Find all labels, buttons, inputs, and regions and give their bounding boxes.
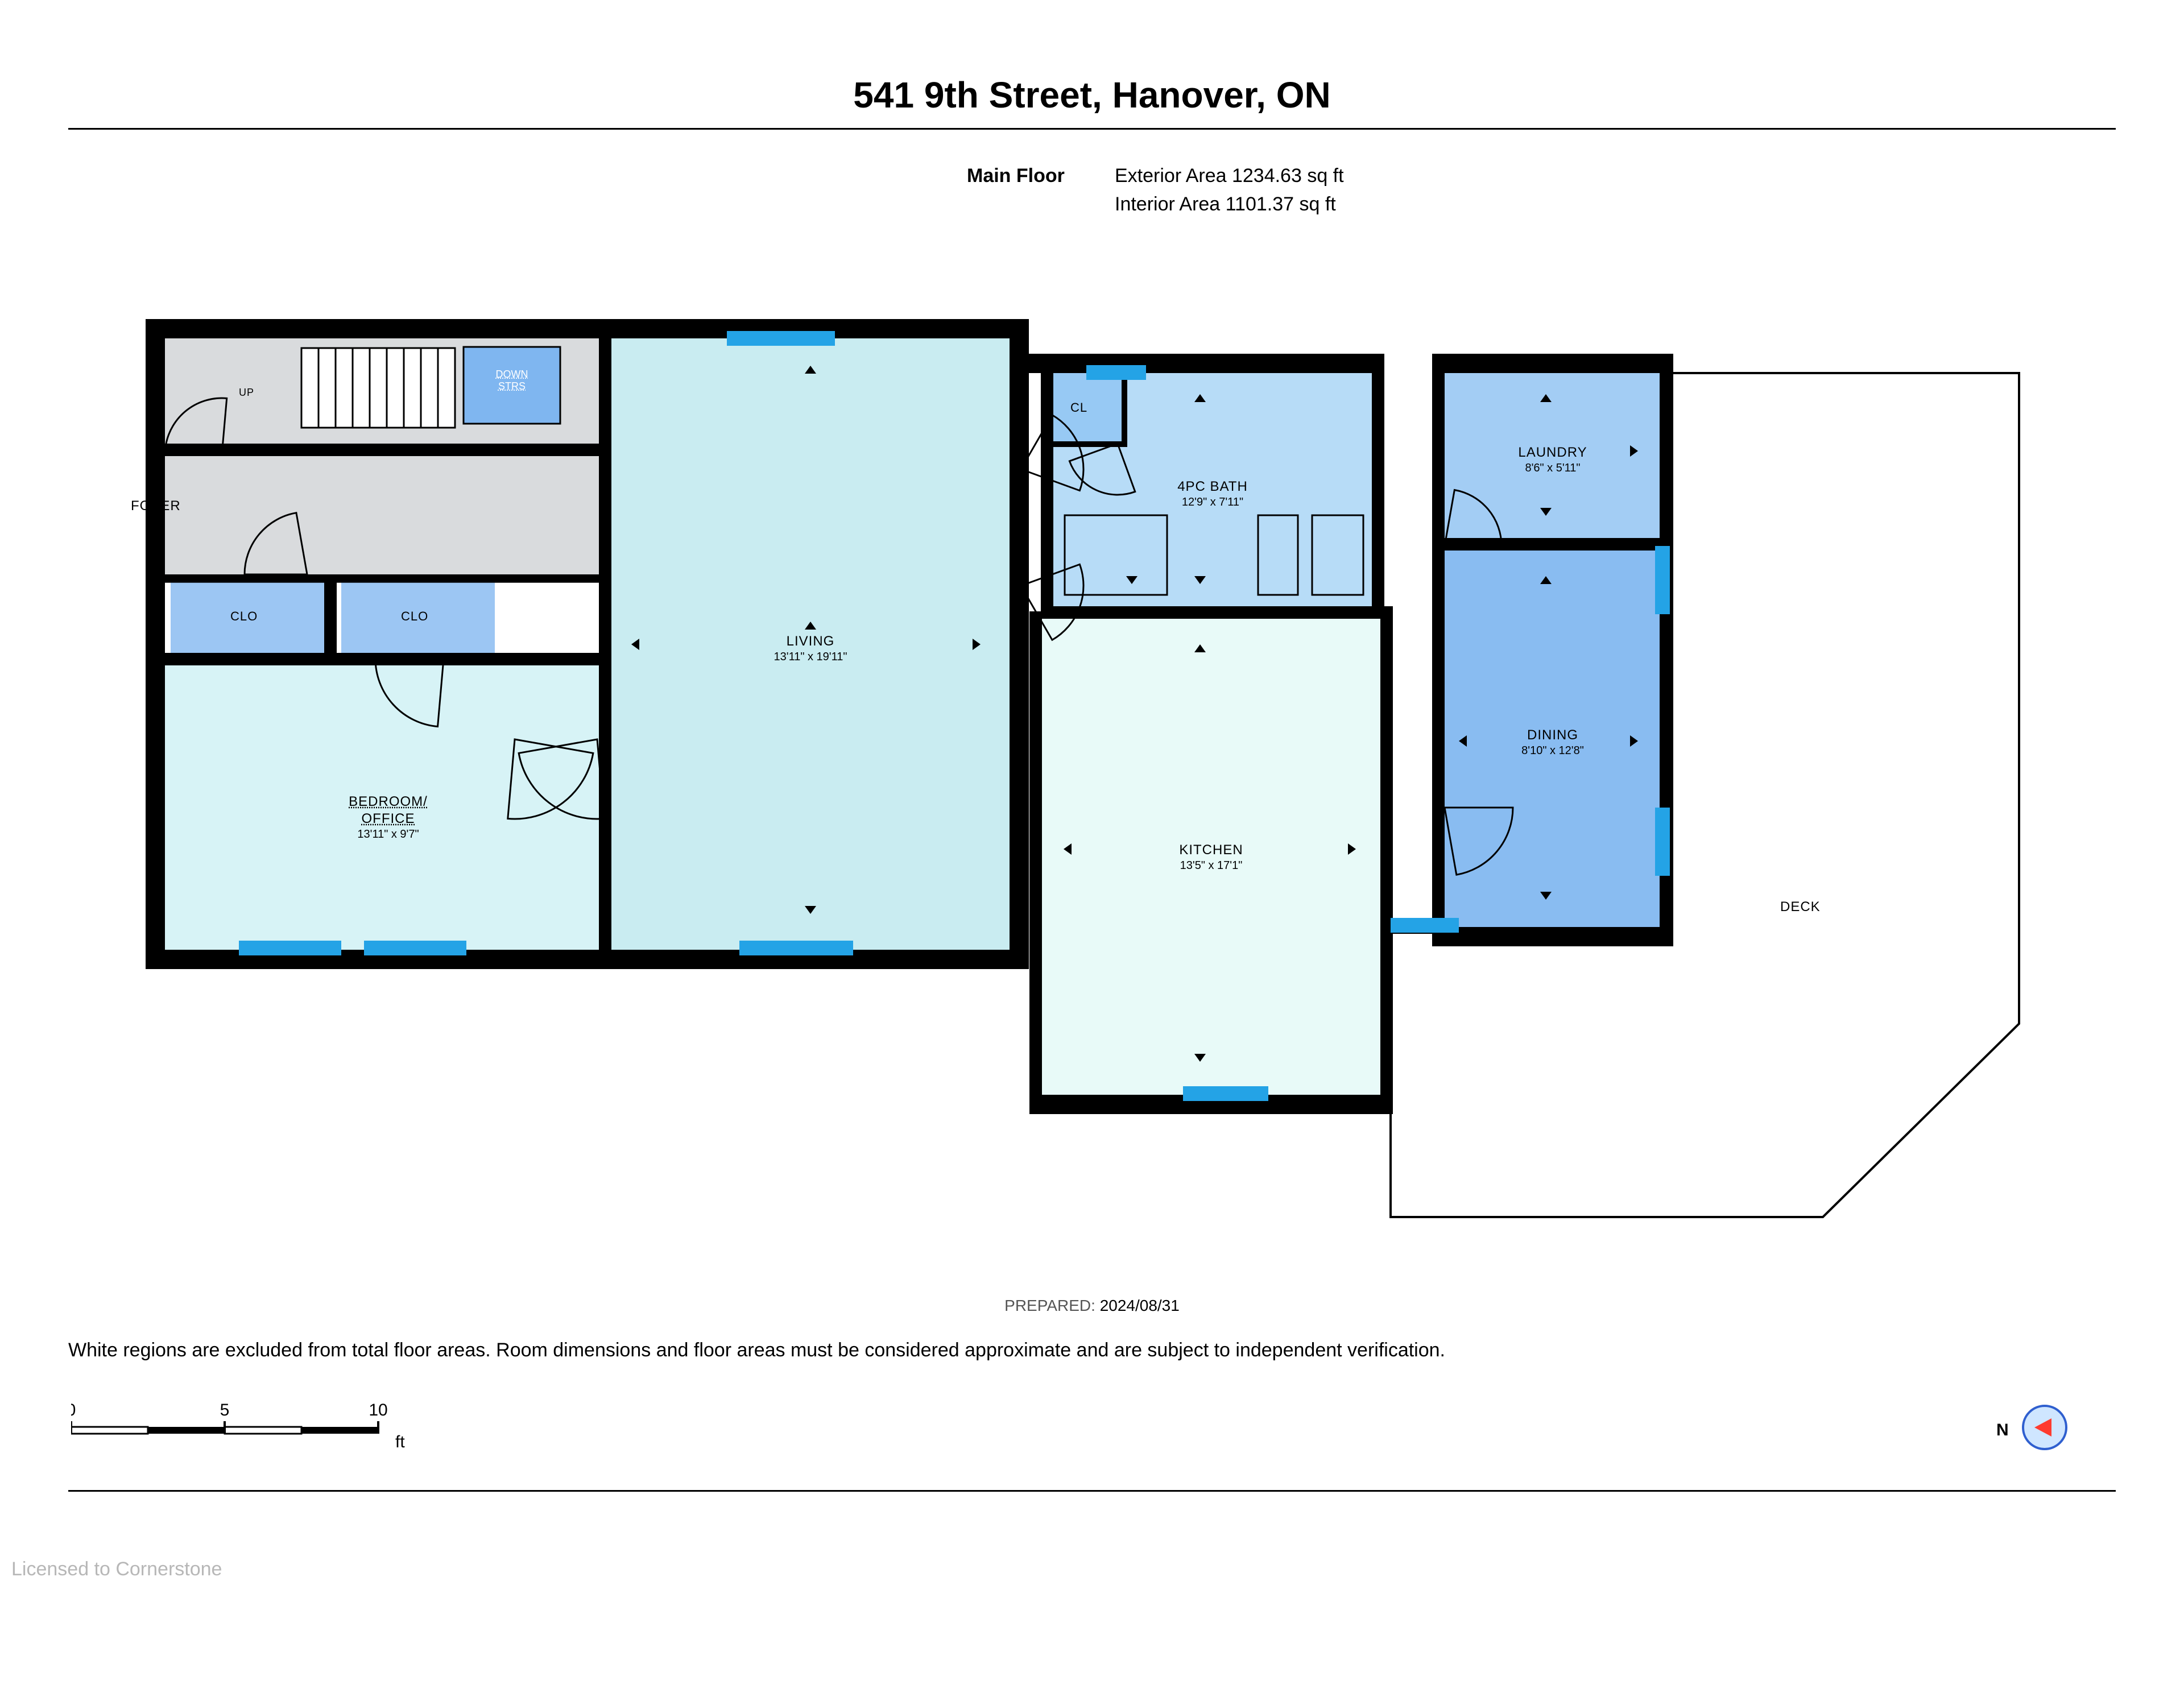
label-up: UP (239, 387, 254, 399)
label-clo-left: CLO (230, 609, 258, 624)
label-laundry: LAUNDRY8'6" x 5'11" (1467, 444, 1638, 475)
dimension-arrow (1348, 843, 1356, 855)
dimension-arrow (805, 906, 816, 914)
license-text: Licensed to Cornerstone (11, 1558, 222, 1580)
label-foyer: FOYER (131, 498, 301, 515)
dimension-arrow (1540, 576, 1552, 584)
dimension-arrow (1194, 576, 1206, 584)
prepared-date: 2024/08/31 (1100, 1297, 1180, 1314)
label-bath: 4PC BATH12'9" x 7'11" (1127, 478, 1298, 510)
dimension-arrow (1540, 892, 1552, 900)
label-kitchen: KITCHEN13'5" x 17'1" (1126, 842, 1297, 873)
prepared-line: PREPARED: 2024/08/31 (0, 1297, 2184, 1315)
footer-rule (68, 1490, 2116, 1492)
dimension-arrow (1064, 843, 1072, 855)
label-cl-small: CL (1070, 400, 1087, 415)
disclaimer-text: White regions are excluded from total fl… (68, 1339, 1445, 1361)
svg-text:5: 5 (220, 1402, 230, 1419)
scale-bar: 0 5 10 ft (71, 1402, 526, 1470)
label-living: LIVING13'11" x 19'11" (725, 633, 896, 664)
dimension-arrow (1194, 644, 1206, 652)
dimension-arrow (1540, 508, 1552, 516)
dimension-arrow (1194, 394, 1206, 402)
dimension-arrow (1194, 1054, 1206, 1062)
label-downstairs: DOWNSTRS (469, 369, 555, 392)
label-deck: DECK (1780, 899, 1821, 916)
dimension-arrow (973, 639, 981, 650)
svg-text:0: 0 (71, 1402, 76, 1419)
compass-n-label: N (1996, 1421, 2009, 1440)
dimension-arrow (1459, 735, 1467, 747)
dimension-arrow (805, 622, 816, 630)
compass-icon (2022, 1405, 2067, 1450)
label-bedroom: BEDROOM/OFFICE13'11" x 9'7" (303, 793, 474, 842)
dimension-arrow (1540, 394, 1552, 402)
dimension-arrow (631, 639, 639, 650)
floor-plan-page: 541 9th Street, Hanover, ON Main Floor E… (0, 0, 2184, 1701)
svg-text:10: 10 (369, 1402, 387, 1419)
svg-text:ft: ft (395, 1433, 405, 1451)
dimension-arrow (1126, 576, 1138, 584)
dimension-arrow (805, 366, 816, 374)
prepared-label: PREPARED: (1004, 1297, 1095, 1314)
label-clo-right: CLO (401, 609, 428, 624)
label-dining: DINING8'10" x 12'8" (1467, 727, 1638, 758)
